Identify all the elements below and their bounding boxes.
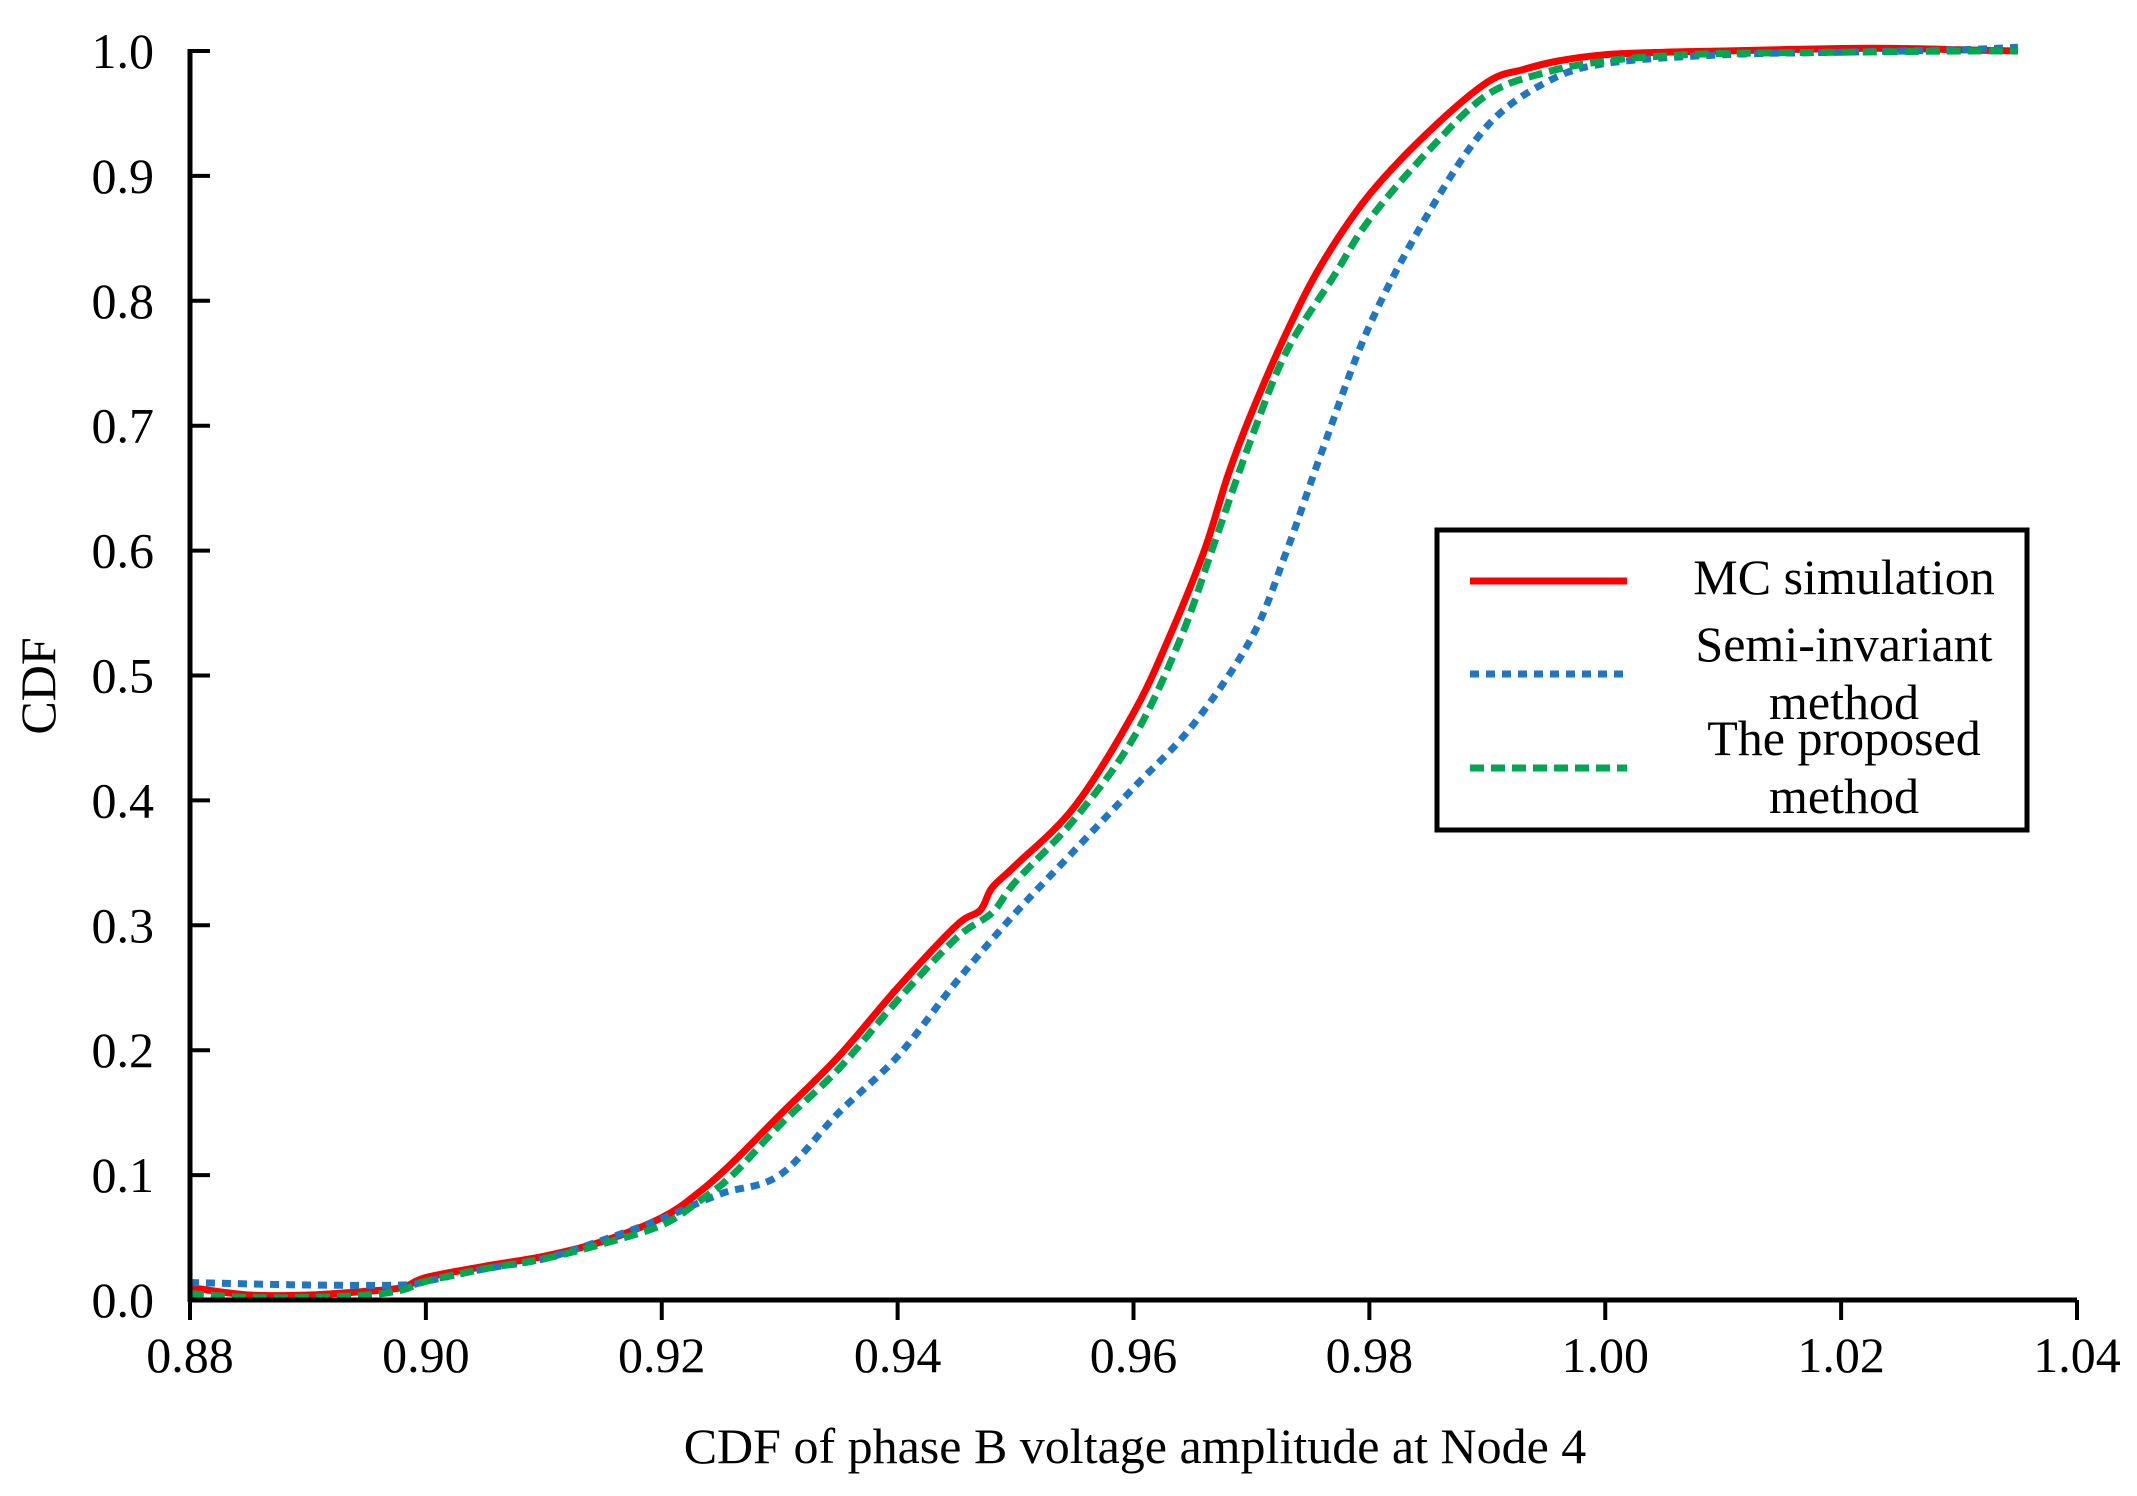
legend-label-1: method [1769, 674, 1919, 730]
legend-label-2: The proposed [1707, 710, 1981, 766]
y-tick-label: 0.9 [92, 148, 155, 204]
y-tick-label: 0.5 [92, 648, 155, 704]
x-tick-label: 0.94 [854, 1327, 942, 1383]
axes: 0.88 0.90 0.92 0.94 0.96 0.98 1.00 1.02 1.04 0.0 0… [92, 23, 2121, 1383]
y-tick-label: 0.3 [92, 897, 155, 953]
plot-area [189, 43, 2019, 1302]
x-tick-label: 0.96 [1090, 1327, 1178, 1383]
y-tick-label: 0.4 [92, 772, 155, 828]
legend-label-2: method [1769, 768, 1919, 824]
y-tick-label: 1.0 [92, 23, 155, 79]
y-tick-label: 0.7 [92, 398, 155, 454]
x-axis-label: CDF of phase B voltage amplitude at Node… [684, 1418, 1587, 1474]
series-line-2 [189, 47, 2019, 1302]
y-tick-label: 0.6 [92, 523, 155, 579]
x-tick-label: 1.04 [2033, 1327, 2121, 1383]
y-tick-label: 0.0 [92, 1272, 155, 1328]
x-tick-label: 0.98 [1326, 1327, 1414, 1383]
x-tick-label: 0.90 [382, 1327, 470, 1383]
legend-label-1: Semi-invariant [1695, 616, 1992, 672]
x-tick-label: 1.00 [1562, 1327, 1650, 1383]
y-axis-label: CDF [10, 637, 66, 734]
x-tick-label: 1.02 [1797, 1327, 1885, 1383]
legend-label-0: MC simulation [1693, 549, 1994, 605]
series-line-0 [189, 44, 2019, 1300]
y-tick-label: 0.8 [92, 273, 155, 329]
y-tick-label: 0.1 [92, 1147, 155, 1203]
x-tick-label: 0.88 [146, 1327, 234, 1383]
x-tick-label: 0.92 [618, 1327, 706, 1383]
y-tick-label: 0.2 [92, 1022, 155, 1078]
